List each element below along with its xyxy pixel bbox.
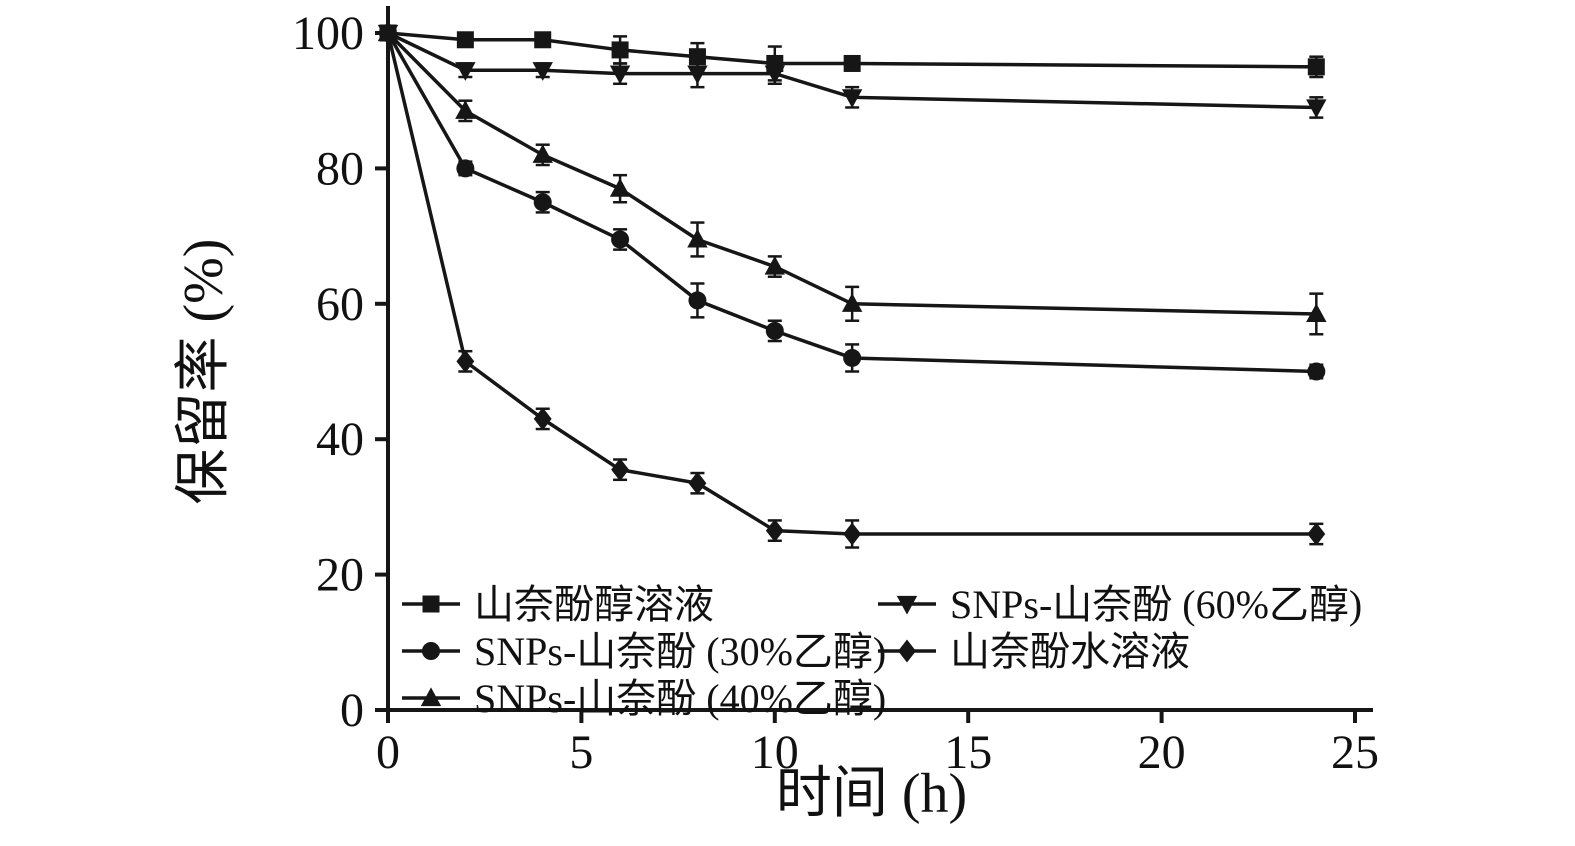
legend-label: 山奈酚醇溶液	[474, 582, 714, 627]
series-line	[387, 31, 1317, 110]
x-tick-label: 25	[1331, 726, 1379, 779]
y-axis-label: 保留率 (%)	[173, 239, 235, 505]
legend-item: SNPs-山奈酚 (40%乙醇)	[402, 676, 886, 721]
x-tick-label: 15	[944, 726, 992, 779]
series-circle	[379, 24, 1326, 381]
y-tick-label: 20	[316, 549, 364, 602]
circle-marker	[688, 291, 707, 310]
y-tick-label: 40	[316, 413, 364, 466]
circle-marker	[456, 159, 475, 178]
series-line	[386, 32, 1317, 374]
square-marker	[1307, 58, 1325, 76]
y-tick-label: 80	[316, 142, 364, 195]
x-tick-label: 10	[751, 726, 799, 779]
legend-label: SNPs-山奈酚 (60%乙醇)	[950, 582, 1362, 627]
triangle-up-marker	[764, 255, 785, 275]
triangle-up-marker	[532, 144, 553, 163]
series-line	[386, 31, 1317, 316]
y-tick-label: 100	[292, 7, 364, 60]
diamond-marker	[533, 407, 552, 431]
triangle-up-marker	[841, 293, 863, 312]
diamond-marker	[688, 471, 707, 495]
y-tick-label: 0	[340, 684, 364, 737]
circle-marker	[611, 230, 630, 249]
triangle-up-marker	[455, 100, 476, 119]
axes: 0 5 10 15 20 25 0 20 40 60 80 100	[292, 6, 1379, 779]
triangle-up-marker	[1306, 303, 1327, 323]
triangle-down-marker	[841, 89, 863, 108]
triangle-down-marker	[455, 62, 476, 81]
circle-marker	[843, 348, 862, 367]
legend-item: 山奈酚水溶液	[878, 629, 1190, 674]
triangle-up-icon	[420, 687, 442, 707]
legend-label: SNPs-山奈酚 (30%乙醇)	[474, 629, 886, 674]
square-marker	[611, 41, 629, 59]
triangle-down-marker	[687, 65, 708, 85]
square-marker	[843, 54, 861, 72]
legend-item: SNPs-山奈酚 (60%乙醇)	[878, 582, 1362, 627]
diamond-marker	[843, 522, 862, 546]
triangle-down-marker	[609, 65, 631, 85]
diamond-marker	[765, 519, 784, 543]
triangle-down-marker	[1306, 99, 1327, 119]
series-line	[386, 32, 1317, 536]
square-icon	[422, 595, 440, 613]
diamond-marker	[379, 21, 397, 45]
series-triangle-down	[377, 24, 1327, 119]
legend-label: SNPs-山奈酚 (40%乙醇)	[474, 676, 886, 721]
circle-marker	[765, 321, 784, 340]
legend-label: 山奈酚水溶液	[950, 629, 1190, 674]
x-tick-label: 5	[569, 726, 593, 779]
triangle-up-marker	[609, 178, 631, 197]
diamond-marker	[611, 458, 630, 482]
diamond-marker	[456, 349, 475, 373]
circle-icon	[422, 642, 440, 660]
x-tick-label: 20	[1138, 726, 1186, 779]
series-square	[379, 24, 1325, 82]
x-axis-label: 时间 (h)	[776, 763, 967, 825]
diamond-icon	[898, 639, 916, 663]
circle-marker	[1307, 362, 1326, 381]
series-line	[387, 31, 1317, 69]
triangle-down-marker	[764, 65, 785, 85]
series-diamond	[379, 21, 1326, 549]
legend-item: SNPs-山奈酚 (30%乙醇)	[402, 629, 886, 674]
square-marker	[534, 31, 552, 49]
triangle-down-marker	[532, 62, 553, 81]
diamond-marker	[1307, 522, 1326, 546]
circle-marker	[533, 193, 552, 212]
square-marker	[456, 31, 474, 49]
y-tick-label: 60	[316, 278, 364, 331]
triangle-down-icon	[896, 595, 918, 615]
triangle-up-marker	[687, 228, 708, 248]
legend-item: 山奈酚醇溶液	[402, 582, 714, 627]
x-tick-label: 0	[376, 726, 400, 779]
